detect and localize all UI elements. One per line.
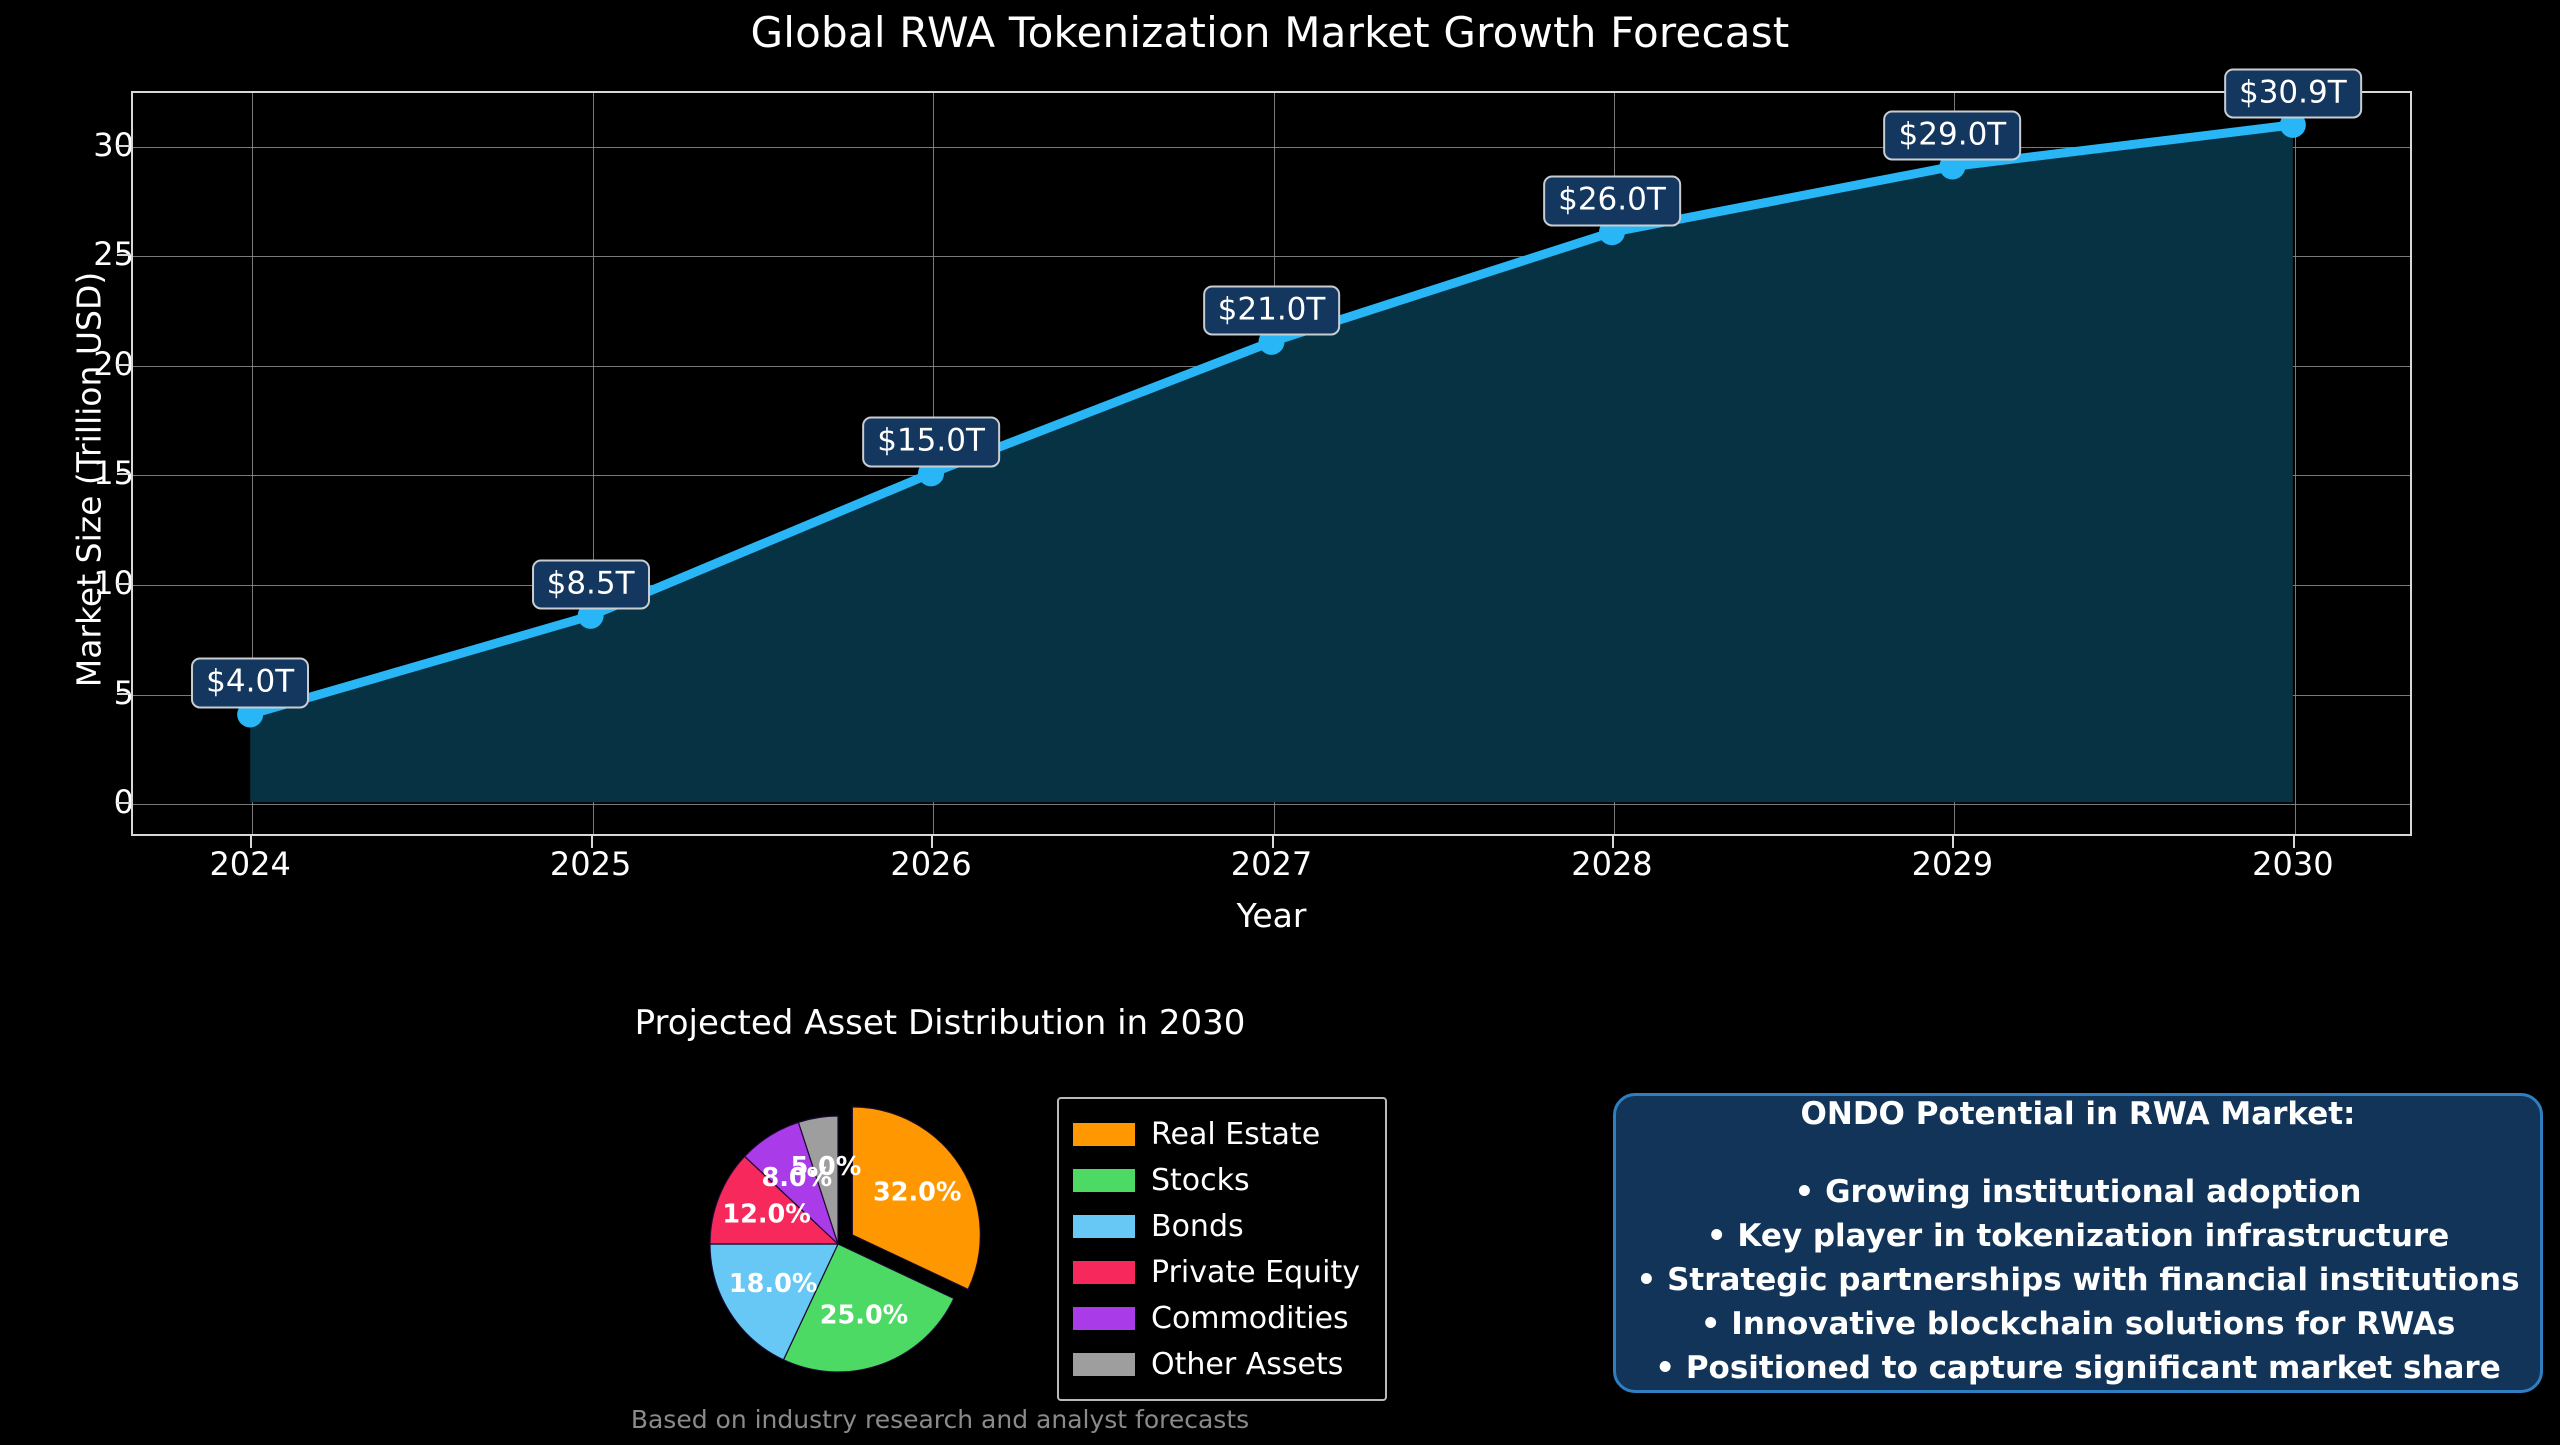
- area-fill: [250, 124, 2293, 803]
- ondo-bullet: • Growing institutional adoption: [1794, 1173, 2362, 1210]
- legend-label: Real Estate: [1151, 1116, 1321, 1152]
- data-point-label: $26.0T: [1543, 175, 1681, 227]
- data-point-label: $8.5T: [531, 559, 650, 610]
- legend-item-stocks[interactable]: Stocks: [1073, 1157, 1369, 1203]
- pie-slice-percentage: 8.0%: [761, 1163, 832, 1193]
- pie-chart-svg: 32.0% 25.0%18.0% 12.0% 8.0%5.0%: [709, 1106, 981, 1373]
- pie-slices: [709, 1106, 981, 1373]
- y-tick-mark: [117, 144, 130, 147]
- legend-color-swatch: [1073, 1122, 1135, 1146]
- pie-chart-legend: Real Estate Stocks Bonds Private Equity Comm…: [1057, 1097, 1387, 1401]
- pie-slice-percentage: 25.0%: [820, 1300, 908, 1330]
- legend-label: Bonds: [1151, 1208, 1244, 1244]
- gridline-vertical: [2294, 93, 2296, 834]
- x-tick-label: 2024: [209, 845, 291, 883]
- ondo-bullet: • Positioned to capture significant mark…: [1655, 1350, 2501, 1387]
- pie-slice-percentage: 5.0%: [791, 1152, 862, 1182]
- x-tick-mark: [931, 836, 934, 848]
- gridline-vertical: [252, 93, 254, 834]
- ondo-bullet: • Strategic partnerships with financial …: [1636, 1262, 2520, 1298]
- x-axis-label: Year: [1236, 896, 1307, 935]
- ondo-heading: ONDO Potential in RWA Market:: [1800, 1095, 2356, 1132]
- y-tick-label: 20: [93, 344, 134, 383]
- footer-note: Based on industry research and analyst f…: [630, 1405, 1250, 1434]
- y-tick-mark: [117, 254, 130, 257]
- pie-slice: [782, 1243, 955, 1373]
- y-tick-label: 5: [113, 673, 134, 712]
- x-tick-mark: [2292, 836, 2295, 848]
- gridline-horizontal: [133, 146, 2410, 148]
- data-point-label: $4.0T: [191, 657, 310, 709]
- ondo-bullet: • Innovative blockchain solutions for RW…: [1700, 1306, 2456, 1343]
- market-size-series: [237, 111, 2306, 803]
- pie-slice: [797, 1115, 839, 1245]
- ondo-bullet-list: • Growing institutional adoption • Key pl…: [1636, 1170, 2519, 1390]
- data-point-label: $21.0T: [1202, 285, 1341, 336]
- pie-percentage-labels: 32.0% 25.0%18.0% 12.0% 8.0%5.0%: [722, 1152, 961, 1330]
- x-tick-mark: [1611, 836, 1614, 848]
- legend-item-other-assets[interactable]: Other Assets: [1073, 1341, 1369, 1387]
- pie-slice-percentage: 18.0%: [729, 1269, 817, 1299]
- legend-color-swatch: [1073, 1168, 1135, 1192]
- pie-slice: [709, 1243, 839, 1361]
- x-tick-label: 2026: [890, 845, 972, 883]
- gridline-horizontal: [133, 804, 2410, 806]
- line-chart-title: Global RWA Tokenization Market Growth Fo…: [750, 8, 1790, 57]
- y-tick-label: 10: [93, 563, 134, 602]
- y-tick-mark: [117, 692, 130, 695]
- legend-color-swatch: [1073, 1352, 1135, 1376]
- legend-color-swatch: [1073, 1306, 1135, 1330]
- legend-label: Commodities: [1151, 1300, 1349, 1336]
- x-tick-mark: [590, 836, 593, 848]
- pie-slice: [851, 1106, 981, 1291]
- gridline-vertical: [592, 93, 594, 834]
- legend-item-commodities[interactable]: Commodities: [1073, 1295, 1369, 1341]
- legend-item-private-equity[interactable]: Private Equity: [1073, 1249, 1369, 1295]
- x-tick-label: 2029: [1911, 845, 1994, 883]
- legend-item-real-estate[interactable]: Real Estate: [1073, 1111, 1369, 1157]
- pie-slice: [709, 1155, 840, 1245]
- x-tick-mark: [250, 836, 253, 848]
- x-tick-mark: [1952, 836, 1955, 848]
- pie-slice-percentage: 32.0%: [873, 1178, 961, 1208]
- legend-color-swatch: [1073, 1260, 1135, 1284]
- legend-label: Stocks: [1151, 1162, 1250, 1198]
- y-tick-mark: [117, 802, 130, 805]
- pie-chart-title: Projected Asset Distribution in 2030: [634, 1003, 1246, 1043]
- ondo-potential-box: ONDO Potential in RWA Market: • Growing …: [1613, 1093, 2543, 1393]
- x-tick-label: 2027: [1230, 845, 1313, 883]
- x-tick-label: 2028: [1571, 845, 1653, 883]
- data-point-label: $30.9T: [2223, 68, 2362, 119]
- legend-color-swatch: [1073, 1214, 1135, 1238]
- y-tick-label: 25: [93, 235, 134, 274]
- x-tick-label: 2025: [549, 845, 632, 883]
- x-tick-mark: [1271, 836, 1274, 848]
- legend-item-bonds[interactable]: Bonds: [1073, 1203, 1369, 1249]
- gridline-horizontal: [133, 256, 2410, 258]
- legend-label: Other Assets: [1151, 1346, 1344, 1382]
- y-tick-label: 0: [113, 783, 134, 822]
- data-point-label: $15.0T: [862, 416, 1000, 468]
- ondo-bullet: • Key player in tokenization infrastruct…: [1706, 1217, 2450, 1254]
- data-point-label: $29.0T: [1883, 109, 2022, 161]
- y-tick-label: 30: [93, 125, 134, 164]
- x-tick-label: 2030: [2252, 845, 2334, 883]
- y-tick-mark: [117, 473, 130, 476]
- y-tick-mark: [117, 582, 130, 585]
- y-tick-label: 15: [93, 454, 134, 493]
- pie-chart: 32.0% 25.0% 18.0% 12.0% 8.0% 5.0%: [686, 1084, 1016, 1402]
- pie-slice-percentage: 12.0%: [722, 1200, 810, 1230]
- y-tick-mark: [117, 363, 130, 366]
- legend-label: Private Equity: [1151, 1254, 1360, 1290]
